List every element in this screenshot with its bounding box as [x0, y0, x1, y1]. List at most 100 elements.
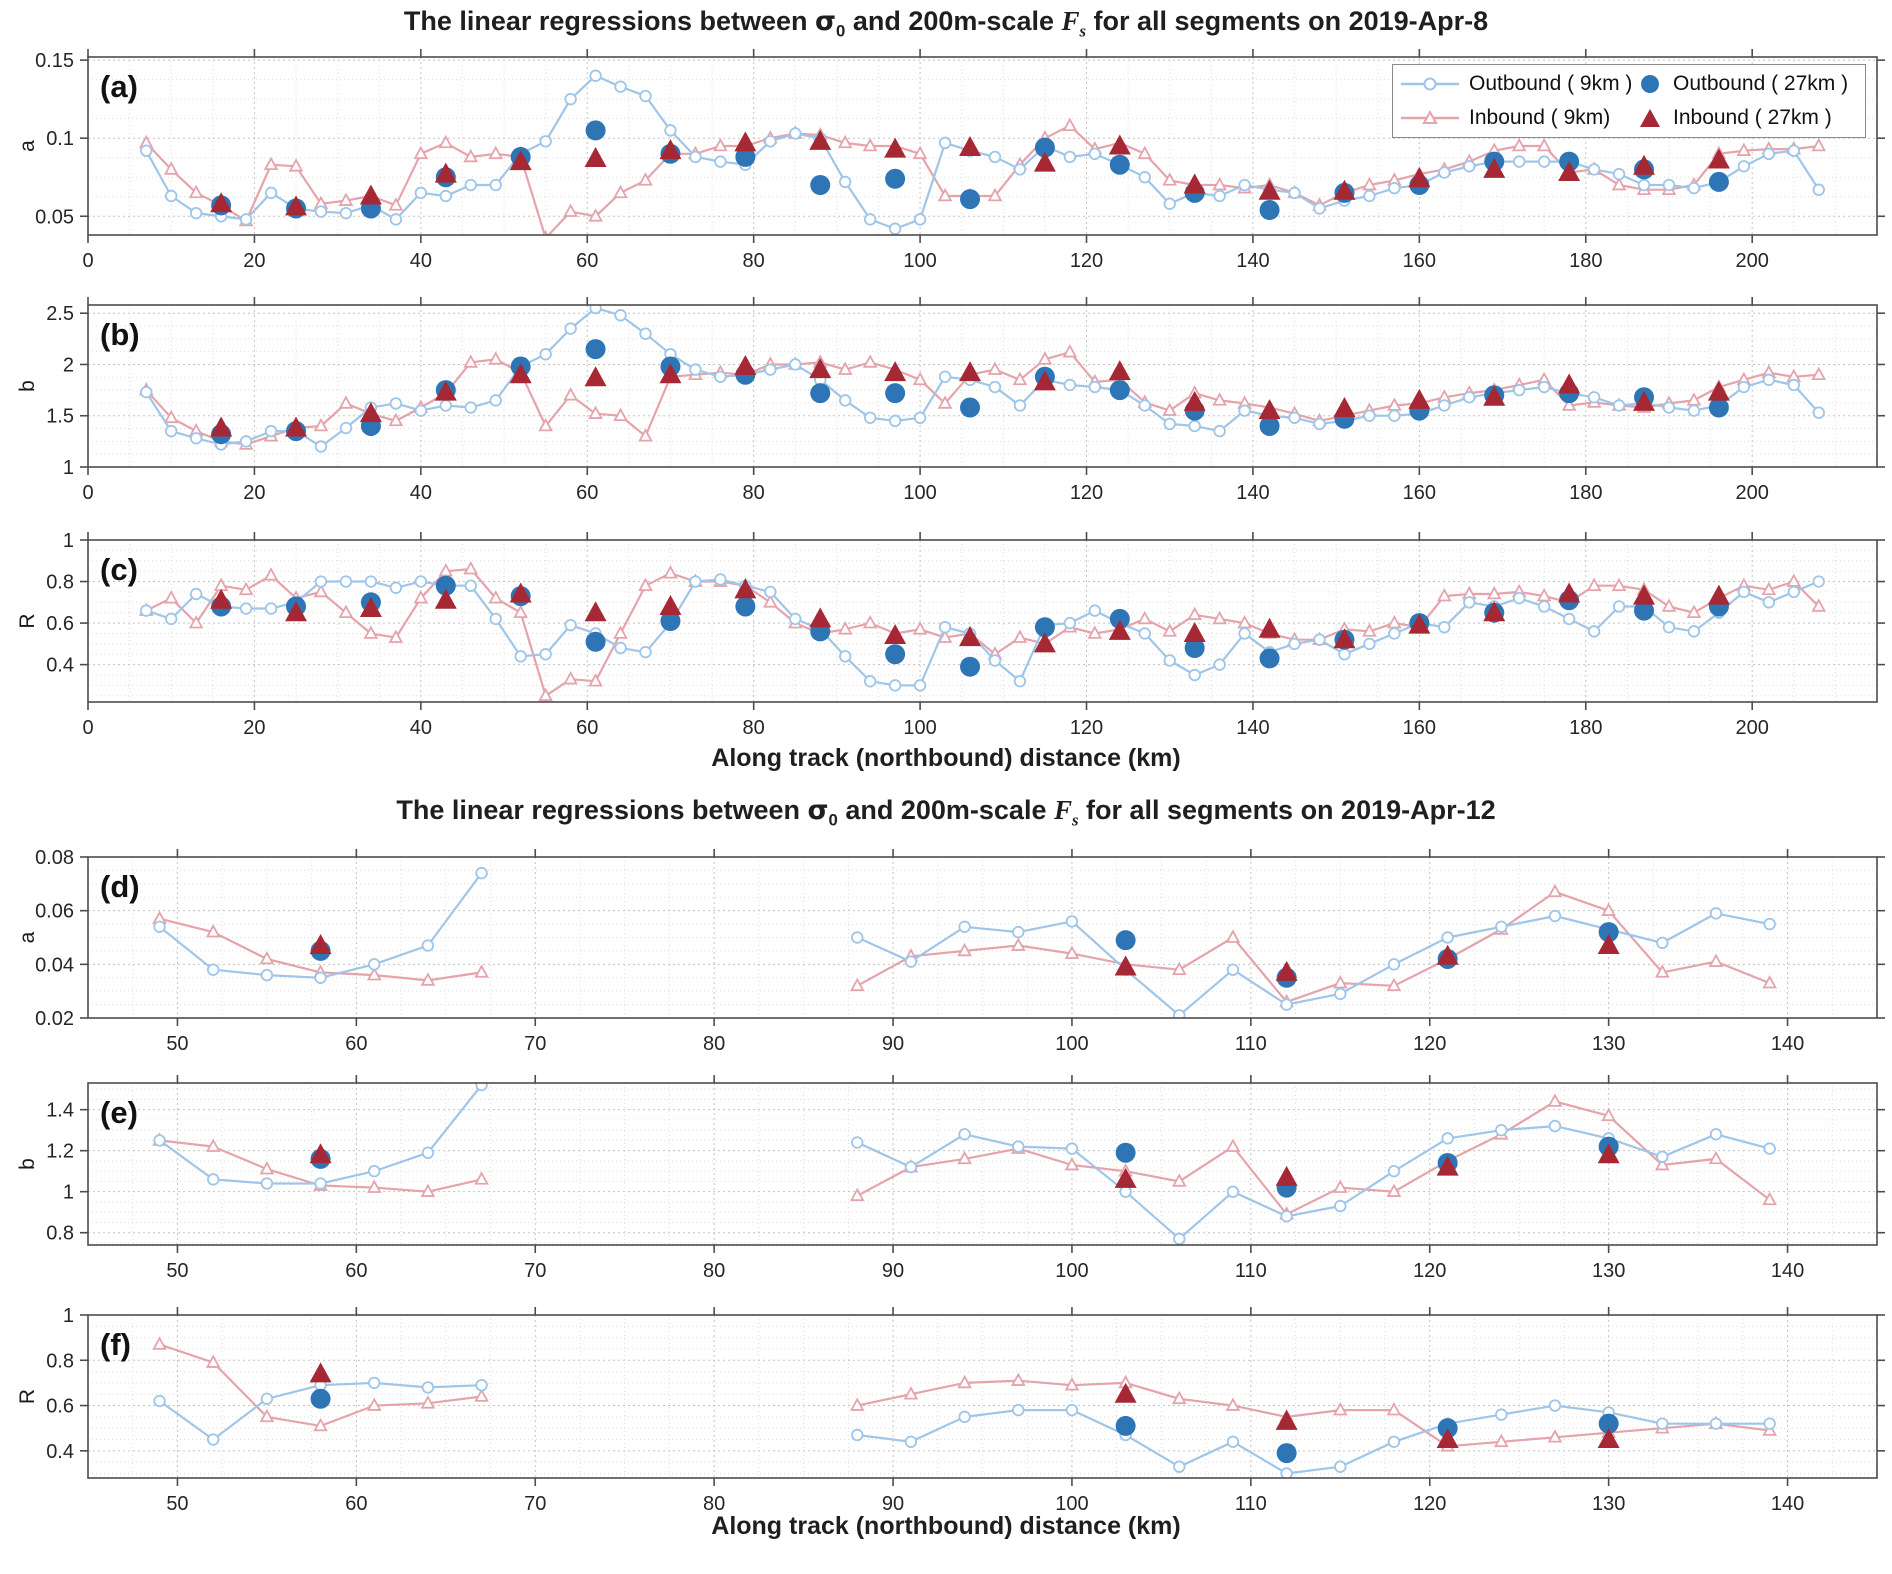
f-subscript: s: [1079, 21, 1087, 41]
data-point: [1088, 147, 1102, 161]
data-point: [1363, 189, 1376, 203]
data-point: [1137, 610, 1153, 625]
panel-letter-c: (c): [100, 552, 138, 587]
svg-text:160: 160: [1403, 482, 1436, 504]
data-point: [1787, 378, 1800, 392]
tick-labels: 50 60 70 80 90 100 110 120 130 140 0.02 0.04 0.06 0.0…: [35, 847, 1804, 1055]
data-point: [839, 650, 852, 663]
data-point: [863, 213, 877, 226]
data-point: [1275, 1409, 1298, 1430]
data-point: [563, 203, 578, 217]
title-text: for all segments on 2019-Apr-8: [1086, 6, 1489, 36]
svg-text:140: 140: [1236, 250, 1269, 272]
data-point: [464, 178, 477, 192]
data-point: [1707, 148, 1730, 169]
svg-text:0.04: 0.04: [35, 954, 74, 976]
data-point: [1548, 1399, 1562, 1412]
data-point: [1388, 409, 1401, 422]
svg-text:80: 80: [703, 1493, 725, 1515]
svg-text:1: 1: [63, 457, 74, 479]
axes-box: [80, 849, 1885, 1026]
data-point: [585, 339, 606, 360]
svg-text:200: 200: [1735, 250, 1768, 272]
sigma-symbol: σ: [807, 795, 829, 826]
data-point: [851, 1136, 864, 1149]
legend-label: Outbound ( 27km ): [1673, 72, 1849, 95]
data-point: [260, 1177, 274, 1190]
data-point: [368, 958, 381, 971]
data-point: [1065, 1403, 1079, 1417]
svg-text:160: 160: [1403, 717, 1436, 739]
data-point: [1010, 1372, 1026, 1386]
data-point: [1709, 907, 1723, 920]
data-point: [464, 401, 477, 414]
svg-text:100: 100: [903, 717, 936, 739]
data-point: [309, 934, 332, 955]
data-point: [1332, 975, 1348, 989]
svg-text:60: 60: [345, 1493, 367, 1515]
svg-text:100: 100: [1055, 1260, 1088, 1282]
data-point: [1737, 380, 1751, 394]
data-point: [288, 158, 304, 172]
data-point: [1258, 179, 1281, 200]
data-point: [210, 192, 233, 213]
data-point: [1280, 1210, 1293, 1223]
grid-major: [88, 1083, 1877, 1245]
svg-text:90: 90: [882, 1033, 904, 1055]
data-point: [1662, 401, 1676, 414]
inbound-27km-marker-icon: [1640, 109, 1660, 127]
legend-label: Inbound ( 9km): [1469, 106, 1611, 129]
data-point: [1709, 1417, 1723, 1430]
data-point: [421, 1146, 435, 1159]
data-point: [1536, 137, 1552, 152]
y-axis-label-a: a: [16, 140, 39, 152]
data-point: [1388, 627, 1401, 640]
data-point: [1065, 1142, 1079, 1155]
data-point: [1225, 929, 1241, 943]
svg-text:0.02: 0.02: [35, 1008, 74, 1030]
data-point: [1173, 1232, 1186, 1245]
data-point: [810, 175, 831, 196]
data-point: [313, 583, 329, 598]
data-point: [1115, 930, 1136, 951]
data-point: [1548, 1119, 1562, 1133]
svg-text:180: 180: [1569, 717, 1602, 739]
svg-text:1.5: 1.5: [46, 406, 74, 428]
data-point: [563, 671, 578, 685]
data-point: [1656, 1417, 1669, 1430]
title-text: The linear regressions between: [396, 795, 808, 825]
data-point: [789, 127, 802, 140]
data-point: [338, 395, 354, 409]
figure-title-apr12: The linear regressions between σ0 and 20…: [0, 795, 1892, 830]
svg-text:60: 60: [345, 1033, 367, 1055]
data-point: [862, 615, 878, 629]
data-point: [659, 594, 682, 615]
data-point: [1547, 883, 1563, 898]
data-point: [210, 588, 233, 609]
data-point: [862, 354, 878, 368]
data-point: [734, 131, 757, 152]
data-point: [489, 612, 502, 626]
data-point: [514, 650, 527, 663]
data-point: [1332, 1402, 1348, 1416]
data-point: [474, 964, 489, 978]
series-outbound-9km: [153, 1376, 1776, 1478]
data-point: [1387, 958, 1401, 971]
data-point: [1547, 1429, 1563, 1443]
data-point: [1063, 616, 1077, 630]
data-point: [888, 414, 902, 428]
data-point: [1736, 142, 1752, 156]
svg-text:120: 120: [1070, 482, 1103, 504]
data-point: [987, 187, 1003, 202]
data-point: [589, 69, 602, 82]
data-point: [1408, 388, 1431, 409]
data-point: [888, 222, 902, 235]
data-point: [338, 604, 354, 618]
data-point: [263, 156, 279, 171]
data-point: [937, 187, 953, 202]
data-point: [1012, 1403, 1025, 1417]
data-point: [1275, 960, 1298, 981]
data-point: [614, 641, 627, 655]
data-point: [735, 146, 756, 167]
data-point: [389, 581, 403, 594]
